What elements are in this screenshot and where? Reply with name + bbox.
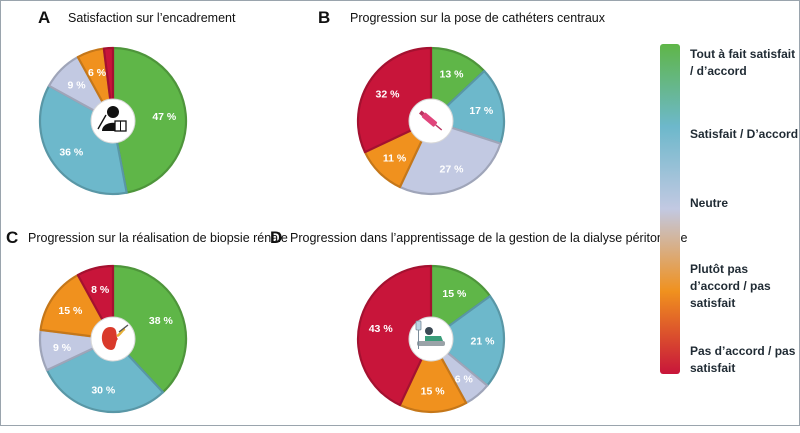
pie-data-label: 43 %: [369, 323, 394, 335]
pie-data-label: 38 %: [149, 315, 174, 327]
teacher-icon: [97, 106, 127, 132]
pie-slice-plutot-pas: [39, 273, 115, 341]
legend-label-tout-a-fait: Tout à fait satisfait / d’accord: [690, 47, 796, 78]
pie-slice-satisfait: [38, 84, 128, 196]
panel-c: C Progression sur la réalisation de biop…: [6, 228, 326, 433]
kidney-icon: [101, 324, 129, 350]
pie-data-label: 15 %: [442, 288, 467, 300]
pie-data-label: 32 %: [376, 88, 401, 100]
pie-data-label: 17 %: [469, 105, 494, 117]
panel-a: A Satisfaction sur l’encadrement: [32, 8, 352, 213]
panel-letter: A: [38, 8, 51, 27]
pie-data-label: 8 %: [91, 284, 110, 296]
legend-color-scale: [660, 44, 680, 374]
pie-data-label: 6 %: [455, 374, 474, 386]
dialysis-patient-icon: [415, 320, 445, 349]
panel-letter: D: [270, 228, 283, 247]
legend-label-neutre: Neutre: [690, 196, 729, 210]
pie-data-label: 6 %: [88, 67, 107, 79]
pie-data-label: 11 %: [383, 152, 407, 164]
pie-chart-d: 15 % 21 % 6 % 15 % 43 %: [356, 264, 506, 414]
pie-slice-tout-a-fait: [429, 46, 486, 123]
pie-data-label: 27 %: [440, 163, 465, 175]
panel-b: B Progression sur la pose de cathéters c…: [318, 8, 638, 213]
pie-chart-b: 13 % 17 % 27 % 11 % 32 %: [356, 46, 506, 196]
pie-slice-pas-d-accord: [356, 264, 433, 407]
pie-center: [90, 98, 136, 144]
panel-letter: C: [6, 228, 19, 247]
legend-label-plutot-pas: Plutôt pas d’accord / pas satisfait: [690, 262, 771, 310]
pie-data-label: 9 %: [68, 80, 87, 92]
syringe-icon: [418, 110, 443, 131]
pie-slice-tout-a-fait: [429, 264, 492, 341]
legend-label-satisfait: Satisfait / D’accord: [690, 127, 799, 141]
pie-slice-plutot-pas: [398, 337, 468, 414]
panel-d: D Progression dans l’apprentissage de la…: [270, 228, 687, 433]
panel-title: Progression sur la réalisation de biopsi…: [28, 231, 288, 245]
legend-label-pas-d-accord: Pas d’accord / pas satisfait: [690, 344, 796, 375]
pie-data-label: 15 %: [421, 386, 446, 398]
pie-data-label: 36 %: [59, 146, 84, 158]
pie-data-label: 15 %: [58, 305, 83, 317]
pie-data-label: 47 %: [152, 111, 177, 123]
pie-chart-a: 47 % 36 % 9 %6 %: [38, 46, 188, 196]
panel-title: Progression sur la pose de cathéters cen…: [350, 11, 605, 25]
panel-title: Progression dans l’apprentissage de la g…: [290, 231, 688, 245]
pie-slice-tout-a-fait: [111, 264, 188, 394]
pie-data-label: 13 %: [440, 69, 465, 81]
pie-slice-satisfait: [429, 294, 506, 387]
panel-letter: B: [318, 8, 331, 27]
pie-data-label: 21 %: [471, 336, 496, 348]
pie-data-label: 30 %: [91, 385, 116, 397]
pie-data-label: 9 %: [53, 342, 72, 354]
pie-slice-tout-a-fait: [111, 46, 188, 194]
pie-chart-c: 38 % 30 % 9 % 15 % 8 %: [38, 264, 188, 414]
panel-title: Satisfaction sur l’encadrement: [68, 11, 236, 25]
